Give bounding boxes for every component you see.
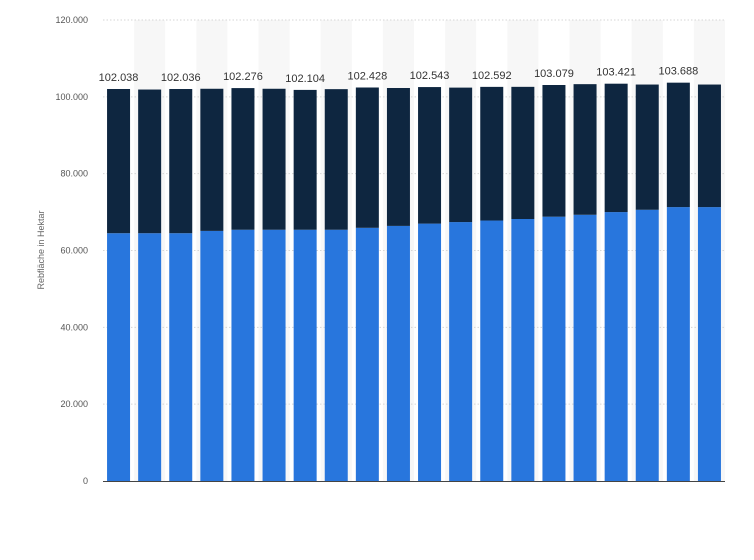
bar-segment-bottom [169,233,193,481]
bar-segment-bottom [573,214,597,481]
data-label: 103.688 [658,66,698,78]
bar-segment-top [386,87,410,226]
y-tick-label: 60.000 [60,246,88,256]
data-label: 102.104 [285,73,325,85]
bar-segment-bottom [449,222,473,482]
bar-segment-top [200,88,224,231]
bar-segment-bottom [231,229,255,481]
bar-segment-top [480,86,504,221]
y-tick-label: 40.000 [60,322,88,332]
y-tick-label: 100.000 [55,92,88,102]
data-label: 102.276 [223,71,263,83]
y-axis-label: Rebfläche in Hektar [36,210,46,289]
bar-segment-bottom [666,207,690,481]
bar-segment-bottom [635,209,659,482]
bar-segment-bottom [262,229,286,481]
bar-segment-bottom [138,233,162,481]
data-label: 102.592 [472,70,512,82]
bar-segment-top [635,84,659,210]
bar-segment-bottom [293,229,317,481]
bar-segment-bottom [511,218,535,481]
bar-segment-top [107,89,131,234]
bar-segment-top [604,83,628,213]
bar-segment-bottom [386,225,410,481]
data-label: 102.543 [410,70,450,82]
y-tick-label: 20.000 [60,399,88,409]
bar-segment-bottom [542,216,566,481]
bar-segment-top [511,86,535,219]
y-tick-label: 120.000 [55,15,88,25]
bar-segment-bottom [200,230,224,481]
bar-segment-top [697,84,721,208]
y-tick-label: 0 [83,476,88,486]
bar-segment-top [324,89,348,230]
bar-segment-bottom [418,223,442,481]
bar-segment-bottom [697,207,721,481]
bar-segment-bottom [604,212,628,482]
bars [107,82,721,482]
y-tick-label: 80.000 [60,169,88,179]
bar-segment-top [293,89,317,230]
data-label: 102.428 [347,71,387,83]
bar-segment-top [449,87,473,223]
bar-segment-top [542,85,566,217]
data-label: 102.036 [161,72,201,84]
bar-segment-top [418,87,442,224]
bar-segment-bottom [107,233,131,481]
bar-segment-top [262,88,286,230]
data-labels: 102.038 102.036 102.276 102.104 102.428 102.5… [99,66,699,85]
data-label: 102.038 [99,72,139,84]
data-label: 103.421 [596,67,636,79]
bar-segment-top [666,82,690,208]
bar-segment-top [355,87,379,228]
bar-segment-top [169,89,193,234]
bar-segment-top [231,88,255,230]
data-label: 103.079 [534,68,574,80]
y-axis-ticks: 0 20.000 40.000 60.000 80.000 100.000 120.000 [55,15,88,486]
bar-segment-bottom [324,229,348,481]
bar-segment-bottom [355,227,379,481]
bar-segment-top [573,84,597,215]
bar-segment-bottom [480,220,504,481]
bar-segment-top [138,89,162,234]
